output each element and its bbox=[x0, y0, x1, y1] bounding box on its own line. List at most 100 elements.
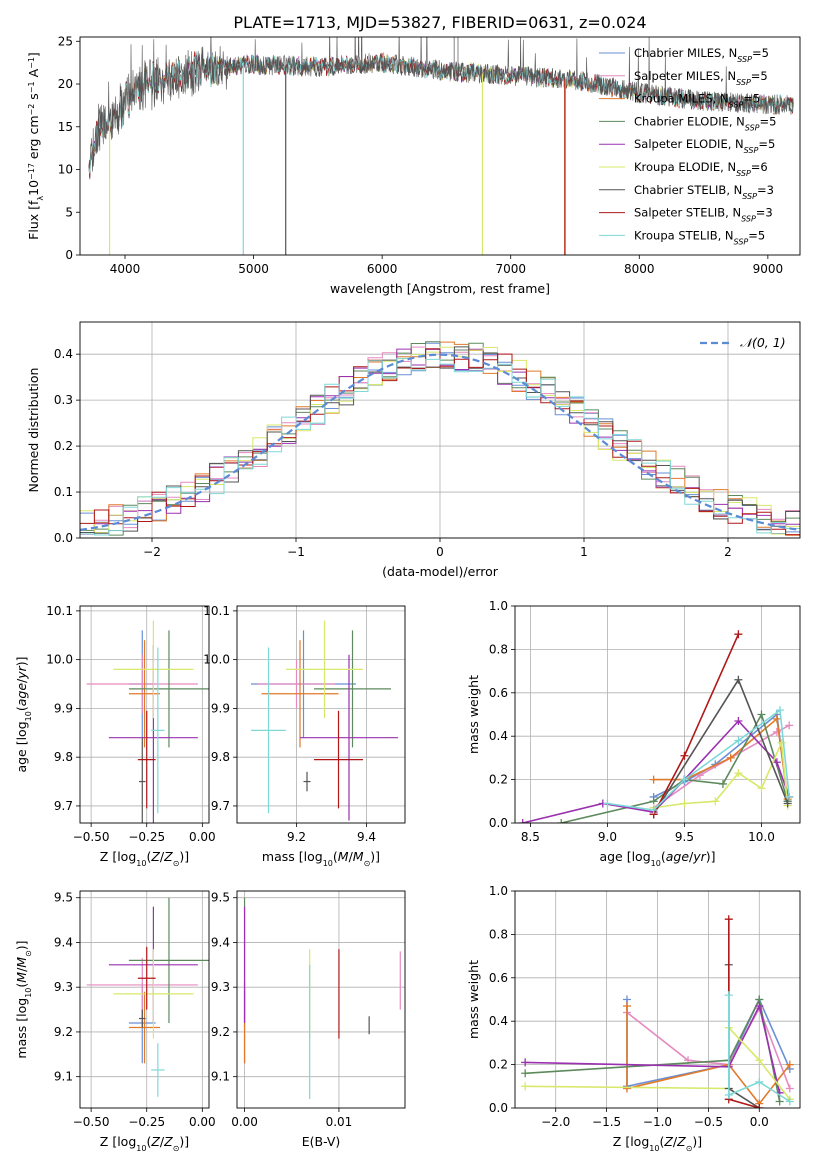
x-tick-label: 4000 bbox=[110, 262, 141, 276]
x-tick-label: 7000 bbox=[495, 262, 526, 276]
series-salpeter-stelib bbox=[724, 915, 764, 1108]
figure-title: PLATE=1713, MJD=53827, FIBERID=0631, z=0… bbox=[233, 13, 646, 32]
data-marker bbox=[649, 805, 658, 814]
point-chabrier-stelib bbox=[303, 771, 311, 792]
series-line bbox=[652, 633, 740, 815]
series-kroupa-stelib bbox=[603, 706, 794, 814]
point-chabrier-elodie bbox=[314, 630, 391, 748]
axes-frame bbox=[514, 890, 801, 1109]
x-tick-label: 9.4 bbox=[357, 830, 376, 844]
data-marker bbox=[785, 792, 794, 801]
y-axis-label: age [log10(age/yr)] bbox=[14, 656, 33, 772]
point-kroupa-stelib bbox=[251, 647, 286, 814]
series-chabrier-stelib bbox=[649, 675, 792, 819]
panel-residuals: −2 −1 0 1 2 0.0 0.1 0.2 0.3 0.4 (data-model)/error… bbox=[26, 321, 801, 579]
data-marker bbox=[726, 753, 735, 762]
panel-mass-vs-ebv: 0.00 0.01 9.1 9.2 9.3 9.4 9.5 E(B-V) bbox=[211, 890, 406, 1149]
panel-mass-weight-vs-age: 8.5 9.0 9.5 10.0 0.0 0.2 0.4 0.6 0.8 1.0 age [log1… bbox=[466, 599, 801, 868]
x-tick-label: −2.0 bbox=[541, 1115, 570, 1129]
series-line bbox=[727, 995, 791, 1103]
data-marker bbox=[772, 714, 781, 723]
data-marker bbox=[755, 1077, 764, 1086]
legend-entry-salpeter-elodie: Salpeter ELODIE, NSSP=5 bbox=[634, 137, 775, 155]
series-salpeter-elodie bbox=[521, 1002, 784, 1097]
x-axis-label: Z [log10(Z/Z⊙)] bbox=[100, 1134, 189, 1153]
x-tick-label: 0.0 bbox=[750, 1115, 769, 1129]
legend-entry-kroupa-miles: Kroupa MILES, NSSP=5 bbox=[634, 92, 760, 110]
y-tick-label: 0.2 bbox=[489, 1058, 508, 1072]
axes-frame bbox=[79, 605, 210, 824]
data-marker bbox=[521, 1082, 530, 1091]
x-axis-label: mass [log10(M/M⊙)] bbox=[262, 849, 380, 868]
y-tick-label: 10.1 bbox=[46, 604, 73, 618]
data-marker bbox=[785, 1084, 794, 1093]
x-axis-label: age [log10(age/yr)] bbox=[599, 849, 715, 868]
point-kroupa-elodie bbox=[113, 620, 194, 719]
legend-entry-chabrier-miles: Chabrier MILES, NSSP=5 bbox=[634, 46, 769, 64]
axes-frame bbox=[236, 890, 406, 1109]
x-tick-label: −0.25 bbox=[128, 830, 165, 844]
x-tick-label: 8.5 bbox=[521, 830, 540, 844]
y-tick-label: 0.1 bbox=[54, 485, 73, 499]
axes-frame bbox=[79, 36, 801, 256]
point-chabrier-elodie bbox=[128, 897, 209, 1023]
data-marker bbox=[755, 1104, 764, 1108]
y-tick-label: 9.8 bbox=[211, 750, 230, 764]
data-marker bbox=[622, 1002, 631, 1011]
x-tick-label: 1 bbox=[580, 545, 588, 559]
y-tick-label: 9.4 bbox=[54, 935, 73, 949]
point-kroupa-miles bbox=[128, 640, 161, 748]
x-tick-label: 2 bbox=[724, 545, 732, 559]
plot-area bbox=[80, 606, 209, 823]
x-tick-label: 8000 bbox=[624, 262, 655, 276]
data-marker bbox=[724, 915, 733, 924]
x-tick-label: 0.00 bbox=[189, 1115, 216, 1129]
legend-entry-kroupa-elodie: Kroupa ELODIE, NSSP=6 bbox=[634, 160, 768, 178]
y-axis-label: mass weight bbox=[466, 960, 481, 1039]
x-axis-label: E(B-V) bbox=[302, 1134, 341, 1149]
y-tick-label: 1.0 bbox=[489, 599, 508, 613]
y-tick-label: 0.4 bbox=[489, 729, 508, 743]
y-tick-label: 0.2 bbox=[54, 439, 73, 453]
y-tick-label: 9.1 bbox=[54, 1070, 73, 1084]
series-salpeter-stelib bbox=[649, 630, 743, 819]
normal-curve bbox=[80, 353, 800, 531]
series-kroupa-elodie bbox=[649, 738, 792, 812]
plot-area bbox=[88, 37, 794, 255]
data-marker bbox=[603, 799, 612, 808]
legend-entry-chabrier-stelib: Chabrier STELIB, NSSP=3 bbox=[634, 183, 774, 201]
y-tick-label: 1.0 bbox=[489, 884, 508, 898]
data-marker bbox=[757, 784, 766, 793]
x-tick-label: 0 bbox=[436, 545, 444, 559]
axes-frame bbox=[514, 605, 801, 824]
data-marker bbox=[734, 630, 743, 639]
plot-area bbox=[237, 606, 405, 823]
y-axis-label: mass [log10(M/M⊙)] bbox=[14, 940, 33, 1058]
series-kroupa-stelib bbox=[724, 991, 794, 1106]
y-axis-label: Flux [fλ10−17 erg cm−2 s−1 A−1] bbox=[26, 52, 45, 240]
data-marker bbox=[783, 799, 792, 808]
legend-entry-kroupa-stelib: Kroupa STELIB, NSSP=5 bbox=[634, 228, 765, 246]
y-tick-label: 0 bbox=[65, 248, 73, 262]
x-axis-label: Z [log10(Z/Z⊙)] bbox=[100, 849, 189, 868]
x-axis-label: wavelength [Angstrom, rest frame] bbox=[330, 281, 550, 296]
axes-frame bbox=[79, 890, 210, 1109]
x-tick-label: 9.0 bbox=[598, 830, 617, 844]
x-axis-label: (data-model)/error bbox=[382, 564, 499, 579]
x-tick-label: 10.0 bbox=[748, 830, 775, 844]
series-line bbox=[525, 1003, 781, 1093]
x-tick-label: −0.25 bbox=[128, 1115, 165, 1129]
x-tick-label: 9.2 bbox=[287, 830, 306, 844]
y-tick-label: 10.0 bbox=[46, 653, 73, 667]
x-tick-label: 9000 bbox=[753, 262, 784, 276]
point-salpeter-miles bbox=[258, 659, 335, 709]
panel-mass-vs-Z: −0.50 −0.25 0.00 9.1 9.2 9.3 9.4 9.5 Z [log10(Z/… bbox=[14, 890, 216, 1153]
point-kroupa-elodie bbox=[286, 620, 363, 719]
y-tick-label: 0.8 bbox=[489, 927, 508, 941]
series-line bbox=[607, 708, 790, 811]
x-tick-label: −0.50 bbox=[73, 1115, 110, 1129]
y-tick-label: 10.1 bbox=[203, 604, 230, 618]
histogram-salpeter-stelib bbox=[80, 348, 800, 538]
data-marker bbox=[785, 1060, 794, 1069]
